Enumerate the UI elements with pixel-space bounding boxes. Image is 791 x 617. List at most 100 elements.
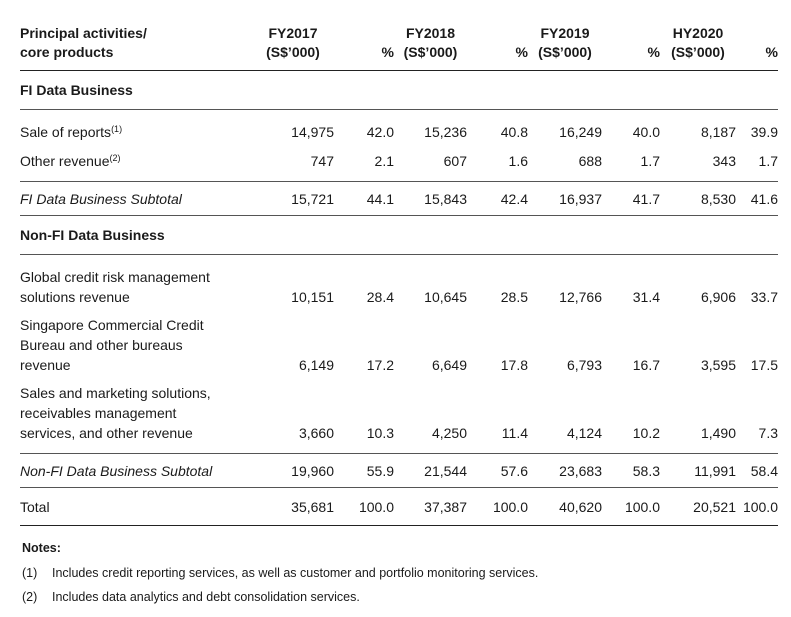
cell-pct: 100.0 — [467, 487, 528, 526]
column-header-fy2018-pct: % — [467, 24, 528, 71]
cell-pct: 1.7 — [758, 153, 778, 169]
cell-value: 21,544 — [394, 453, 467, 488]
note-text: Includes data analytics and debt consoli… — [52, 590, 360, 604]
section-title: Non-FI Data Business — [20, 215, 778, 255]
row-label: Sale of reports(1) — [20, 124, 123, 140]
cell-value: 37,387 — [394, 487, 467, 526]
cell-value: 6,649 — [431, 357, 467, 373]
cell-value: 20,521 — [660, 487, 736, 526]
cell-pct: 10.2 — [632, 425, 660, 441]
cell-value: 6,149 — [298, 357, 334, 373]
column-header-activities: Principal activities/ core products — [20, 24, 252, 71]
cell-pct: 10.3 — [366, 425, 394, 441]
cell-value: 16,249 — [559, 124, 602, 140]
table-row: Singapore Commercial Credit Bureau and ot… — [20, 307, 778, 375]
cell-value: 19,960 — [252, 453, 334, 488]
table-row: Sales and marketing solutions, receivable… — [20, 375, 778, 454]
note-item: (1) Includes credit reporting services, a… — [22, 566, 538, 580]
note-marker: (1) — [22, 566, 38, 580]
cell-pct: 41.7 — [602, 181, 660, 216]
cell-value: 8,530 — [660, 181, 736, 216]
table-row: Sale of reports(1) 14,975 42.0 15,236 40… — [20, 110, 778, 143]
cell-value: 4,250 — [431, 425, 467, 441]
column-header-fy2017: FY2017 (S$’000) — [252, 24, 334, 71]
cell-pct: 2.1 — [374, 153, 394, 169]
cell-pct: 33.7 — [750, 289, 778, 305]
section-title: FI Data Business — [20, 70, 778, 110]
cell-pct: 17.2 — [366, 357, 394, 373]
cell-value: 8,187 — [700, 124, 736, 140]
row-label: Sales and marketing solutions, receivable… — [20, 385, 211, 441]
cell-value: 10,151 — [291, 289, 334, 305]
cell-value: 12,766 — [559, 289, 602, 305]
cell-value: 6,906 — [700, 289, 736, 305]
cell-pct: 11.4 — [501, 425, 528, 441]
cell-pct: 1.7 — [640, 153, 660, 169]
column-header-fy2018: FY2018 (S$’000) — [394, 24, 467, 71]
cell-pct: 58.3 — [602, 453, 660, 488]
section-heading-fi: FI Data Business — [20, 70, 778, 110]
cell-value: 11,991 — [660, 453, 736, 488]
cell-value: 35,681 — [252, 487, 334, 526]
cell-pct: 100.0 — [602, 487, 660, 526]
notes-section: Notes: (1) Includes credit reporting serv… — [22, 541, 538, 614]
cell-pct: 39.9 — [750, 124, 778, 140]
subtotal-label: FI Data Business Subtotal — [20, 181, 252, 216]
cell-pct: 58.4 — [736, 453, 778, 488]
note-marker: (2) — [22, 590, 38, 604]
cell-pct: 42.0 — [366, 124, 394, 140]
cell-value: 15,236 — [424, 124, 467, 140]
cell-pct: 57.6 — [467, 453, 528, 488]
cell-pct: 40.0 — [632, 124, 660, 140]
cell-pct: 7.3 — [758, 425, 778, 441]
cell-value: 3,660 — [298, 425, 334, 441]
column-header-fy2017-pct: % — [334, 24, 394, 71]
column-header-fy2019: FY2019 (S$’000) — [528, 24, 602, 71]
cell-pct: 28.4 — [366, 289, 394, 305]
cell-value: 688 — [578, 153, 602, 169]
cell-value: 4,124 — [566, 425, 602, 441]
cell-value: 607 — [443, 153, 467, 169]
revenue-table: Principal activities/ core products FY20… — [20, 24, 778, 526]
cell-value: 10,645 — [424, 289, 467, 305]
cell-pct: 41.6 — [736, 181, 778, 216]
cell-value: 40,620 — [528, 487, 602, 526]
cell-pct: 40.8 — [500, 124, 528, 140]
cell-pct: 17.5 — [750, 357, 778, 373]
subtotal-row-nonfi: Non-FI Data Business Subtotal 19,960 55.… — [20, 453, 778, 488]
cell-value: 1,490 — [700, 425, 736, 441]
cell-pct: 42.4 — [467, 181, 528, 216]
cell-pct: 17.8 — [500, 357, 528, 373]
column-header-hy2020-pct: % — [736, 24, 778, 71]
cell-value: 747 — [310, 153, 334, 169]
cell-value: 23,683 — [528, 453, 602, 488]
cell-pct: 1.6 — [508, 153, 528, 169]
footnote-marker: (1) — [111, 124, 123, 134]
table-row: Other revenue(2) 747 2.1 607 1.6 688 1.7… — [20, 142, 778, 182]
cell-pct: 55.9 — [334, 453, 394, 488]
cell-value: 15,843 — [394, 181, 467, 216]
row-label: Other revenue(2) — [20, 153, 121, 169]
cell-pct: 100.0 — [736, 487, 778, 526]
cell-pct: 31.4 — [632, 289, 660, 305]
cell-value: 3,595 — [700, 357, 736, 373]
cell-value: 15,721 — [252, 181, 334, 216]
column-header-hy2020: HY2020 (S$’000) — [660, 24, 736, 71]
notes-title: Notes: — [22, 541, 61, 555]
cell-pct: 44.1 — [334, 181, 394, 216]
cell-value: 6,793 — [566, 357, 602, 373]
total-row: Total 35,681 100.0 37,387 100.0 40,620 1… — [20, 487, 778, 526]
section-heading-nonfi: Non-FI Data Business — [20, 215, 778, 255]
table-header-row: Principal activities/ core products FY20… — [20, 24, 778, 71]
subtotal-row-fi: FI Data Business Subtotal 15,721 44.1 15… — [20, 181, 778, 216]
table-row: Global credit risk management solutions r… — [20, 255, 778, 308]
cell-pct: 100.0 — [334, 487, 394, 526]
row-label: Global credit risk management solutions r… — [20, 269, 210, 305]
note-text: Includes credit reporting services, as w… — [52, 566, 539, 580]
note-item: (2) Includes data analytics and debt cons… — [22, 590, 538, 604]
footnote-marker: (2) — [109, 153, 121, 163]
cell-pct: 28.5 — [500, 289, 528, 305]
subtotal-label: Non-FI Data Business Subtotal — [20, 453, 252, 488]
cell-value: 14,975 — [291, 124, 334, 140]
cell-value: 16,937 — [528, 181, 602, 216]
